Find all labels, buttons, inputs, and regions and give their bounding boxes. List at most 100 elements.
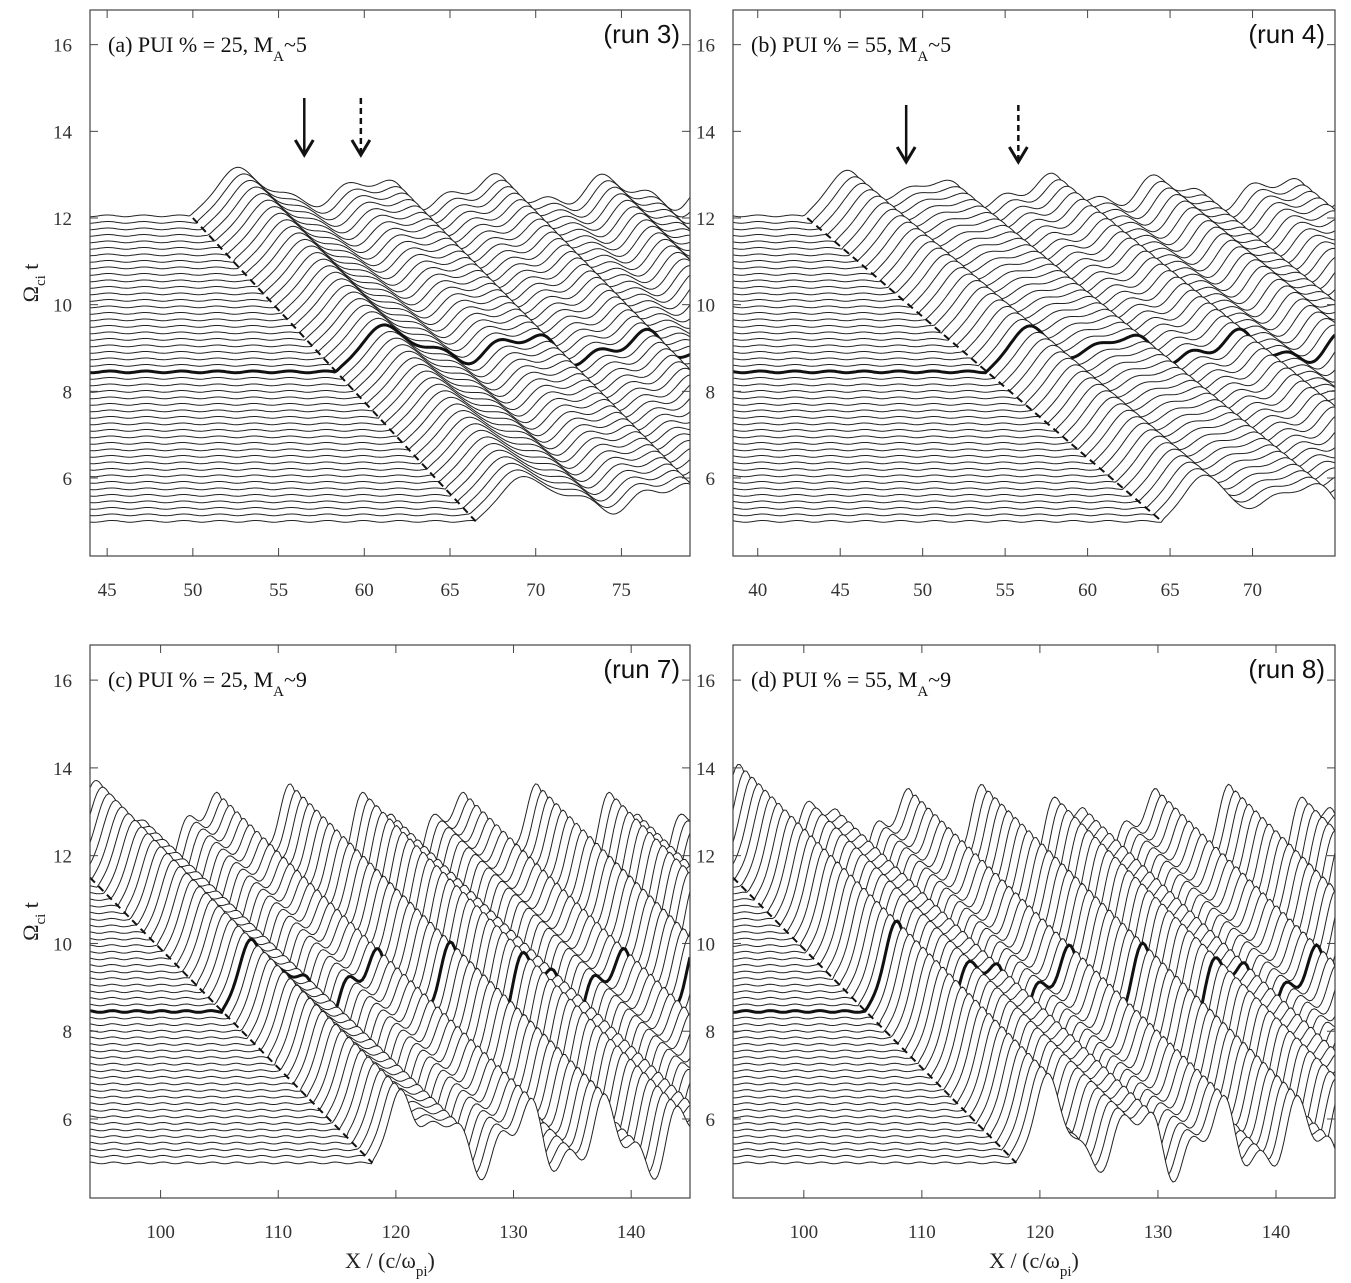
profile-line xyxy=(733,234,1335,283)
axes-frame xyxy=(732,9,1336,557)
x-tick-label: 65 xyxy=(441,580,460,601)
profile-line xyxy=(733,422,1335,471)
profile-line xyxy=(733,364,1335,413)
profile-line xyxy=(90,370,690,419)
x-tick-label: 140 xyxy=(1262,1222,1291,1243)
y-axis-label: Ωci t xyxy=(18,264,49,303)
profile-line xyxy=(90,469,690,517)
profile-line xyxy=(733,241,1335,289)
profile-line xyxy=(90,363,690,413)
x-tick-label: 70 xyxy=(1243,580,1262,601)
y-tick-label: 6 xyxy=(706,469,716,490)
profile-line xyxy=(90,423,690,471)
profile-line xyxy=(733,286,1335,335)
profile-line xyxy=(90,337,690,387)
run-label: (run 4) xyxy=(1248,19,1325,49)
profile-line xyxy=(733,176,1335,224)
x-tick-label: 140 xyxy=(617,1222,646,1243)
axes-frame xyxy=(732,644,1336,1199)
profile-line xyxy=(733,429,1335,478)
profile-line xyxy=(733,260,1335,309)
panel-title: (d) PUI % = 55, MA~9 xyxy=(751,667,951,700)
profile-line xyxy=(733,416,1335,465)
profile-line xyxy=(733,1072,1335,1183)
profile-line xyxy=(733,455,1335,504)
x-tick-label: 110 xyxy=(264,1222,292,1243)
profile-line xyxy=(733,169,1335,218)
profile-line xyxy=(733,357,1335,406)
profile-line xyxy=(90,442,690,491)
shock-front-dashed-line xyxy=(806,217,1163,523)
run-label: (run 7) xyxy=(603,654,680,684)
stack-lines xyxy=(733,763,1335,1198)
profile-line xyxy=(90,1082,690,1174)
axes-frame xyxy=(89,9,691,557)
x-axis-label: X / (c/ωpi) xyxy=(989,1248,1079,1280)
y-tick-label: 12 xyxy=(53,209,72,230)
panel-b: 40 45 50 55 60 65 70 6 8 10 12 14 16 (b) PUI % = 55, … xyxy=(696,9,1336,601)
profile-line xyxy=(733,195,1335,244)
stack-lines xyxy=(90,779,690,1198)
panel-title: (b) PUI % = 55, MA~5 xyxy=(751,32,951,65)
y-tick-label: 6 xyxy=(706,1110,716,1131)
profile-line xyxy=(733,442,1335,491)
x-tick-label: 45 xyxy=(98,580,117,601)
profile-line xyxy=(733,913,1335,1026)
profile-line xyxy=(90,192,690,244)
profile-line xyxy=(90,212,690,263)
profile-line xyxy=(90,291,690,341)
x-tick-label: 50 xyxy=(913,580,932,601)
profile-line xyxy=(90,462,690,510)
profile-line xyxy=(733,331,1335,380)
profile-line xyxy=(90,409,690,458)
profile-line xyxy=(90,317,690,367)
y-tick-label: 14 xyxy=(53,759,73,780)
profile-line xyxy=(90,978,690,1073)
arrow-head-icon xyxy=(895,146,917,165)
profile-line xyxy=(733,338,1335,387)
y-tick-label: 16 xyxy=(696,671,715,692)
profile-line xyxy=(733,279,1335,328)
profile-line xyxy=(733,409,1335,458)
profile-line xyxy=(90,166,690,218)
profile-line xyxy=(90,304,690,354)
x-tick-label: 120 xyxy=(382,1222,411,1243)
profile-line xyxy=(90,219,690,270)
profile-line xyxy=(90,186,690,237)
profile-line xyxy=(733,208,1335,257)
x-tick-label: 130 xyxy=(499,1222,528,1243)
profile-line xyxy=(90,225,690,276)
y-tick-label: 14 xyxy=(53,122,73,143)
y-tick-label: 16 xyxy=(53,671,72,692)
x-tick-label: 60 xyxy=(1078,580,1097,601)
y-tick-label: 12 xyxy=(53,847,72,868)
panel-d: 100 110 120 130 140 6 8 10 12 14 16 (d) PUI % = 55,… xyxy=(696,644,1336,1280)
profile-line xyxy=(733,403,1335,452)
profile-line xyxy=(90,377,690,426)
profile-line xyxy=(733,344,1335,393)
y-tick-label: 8 xyxy=(63,382,73,403)
profile-line xyxy=(90,271,690,322)
profile-line xyxy=(90,311,690,361)
x-tick-label: 65 xyxy=(1161,580,1180,601)
x-tick-label: 100 xyxy=(790,1222,819,1243)
profile-line xyxy=(90,284,690,335)
y-tick-label: 10 xyxy=(53,296,72,317)
y-tick-label: 6 xyxy=(63,469,73,490)
profile-line xyxy=(90,436,690,484)
x-tick-label: 100 xyxy=(146,1222,175,1243)
y-tick-label: 6 xyxy=(63,1110,73,1131)
profile-line xyxy=(90,456,690,504)
y-tick-label: 10 xyxy=(696,934,715,955)
y-tick-label: 12 xyxy=(696,209,715,230)
x-tick-label: 40 xyxy=(748,580,767,601)
profile-line xyxy=(90,298,690,348)
y-tick-label: 10 xyxy=(53,934,72,955)
y-tick-label: 8 xyxy=(706,382,716,403)
profile-line xyxy=(733,370,1335,419)
shock-front-dashed-line xyxy=(89,876,374,1164)
profile-line xyxy=(90,278,690,328)
y-axis-label: Ωci t xyxy=(18,902,49,941)
profile-line xyxy=(90,429,690,478)
